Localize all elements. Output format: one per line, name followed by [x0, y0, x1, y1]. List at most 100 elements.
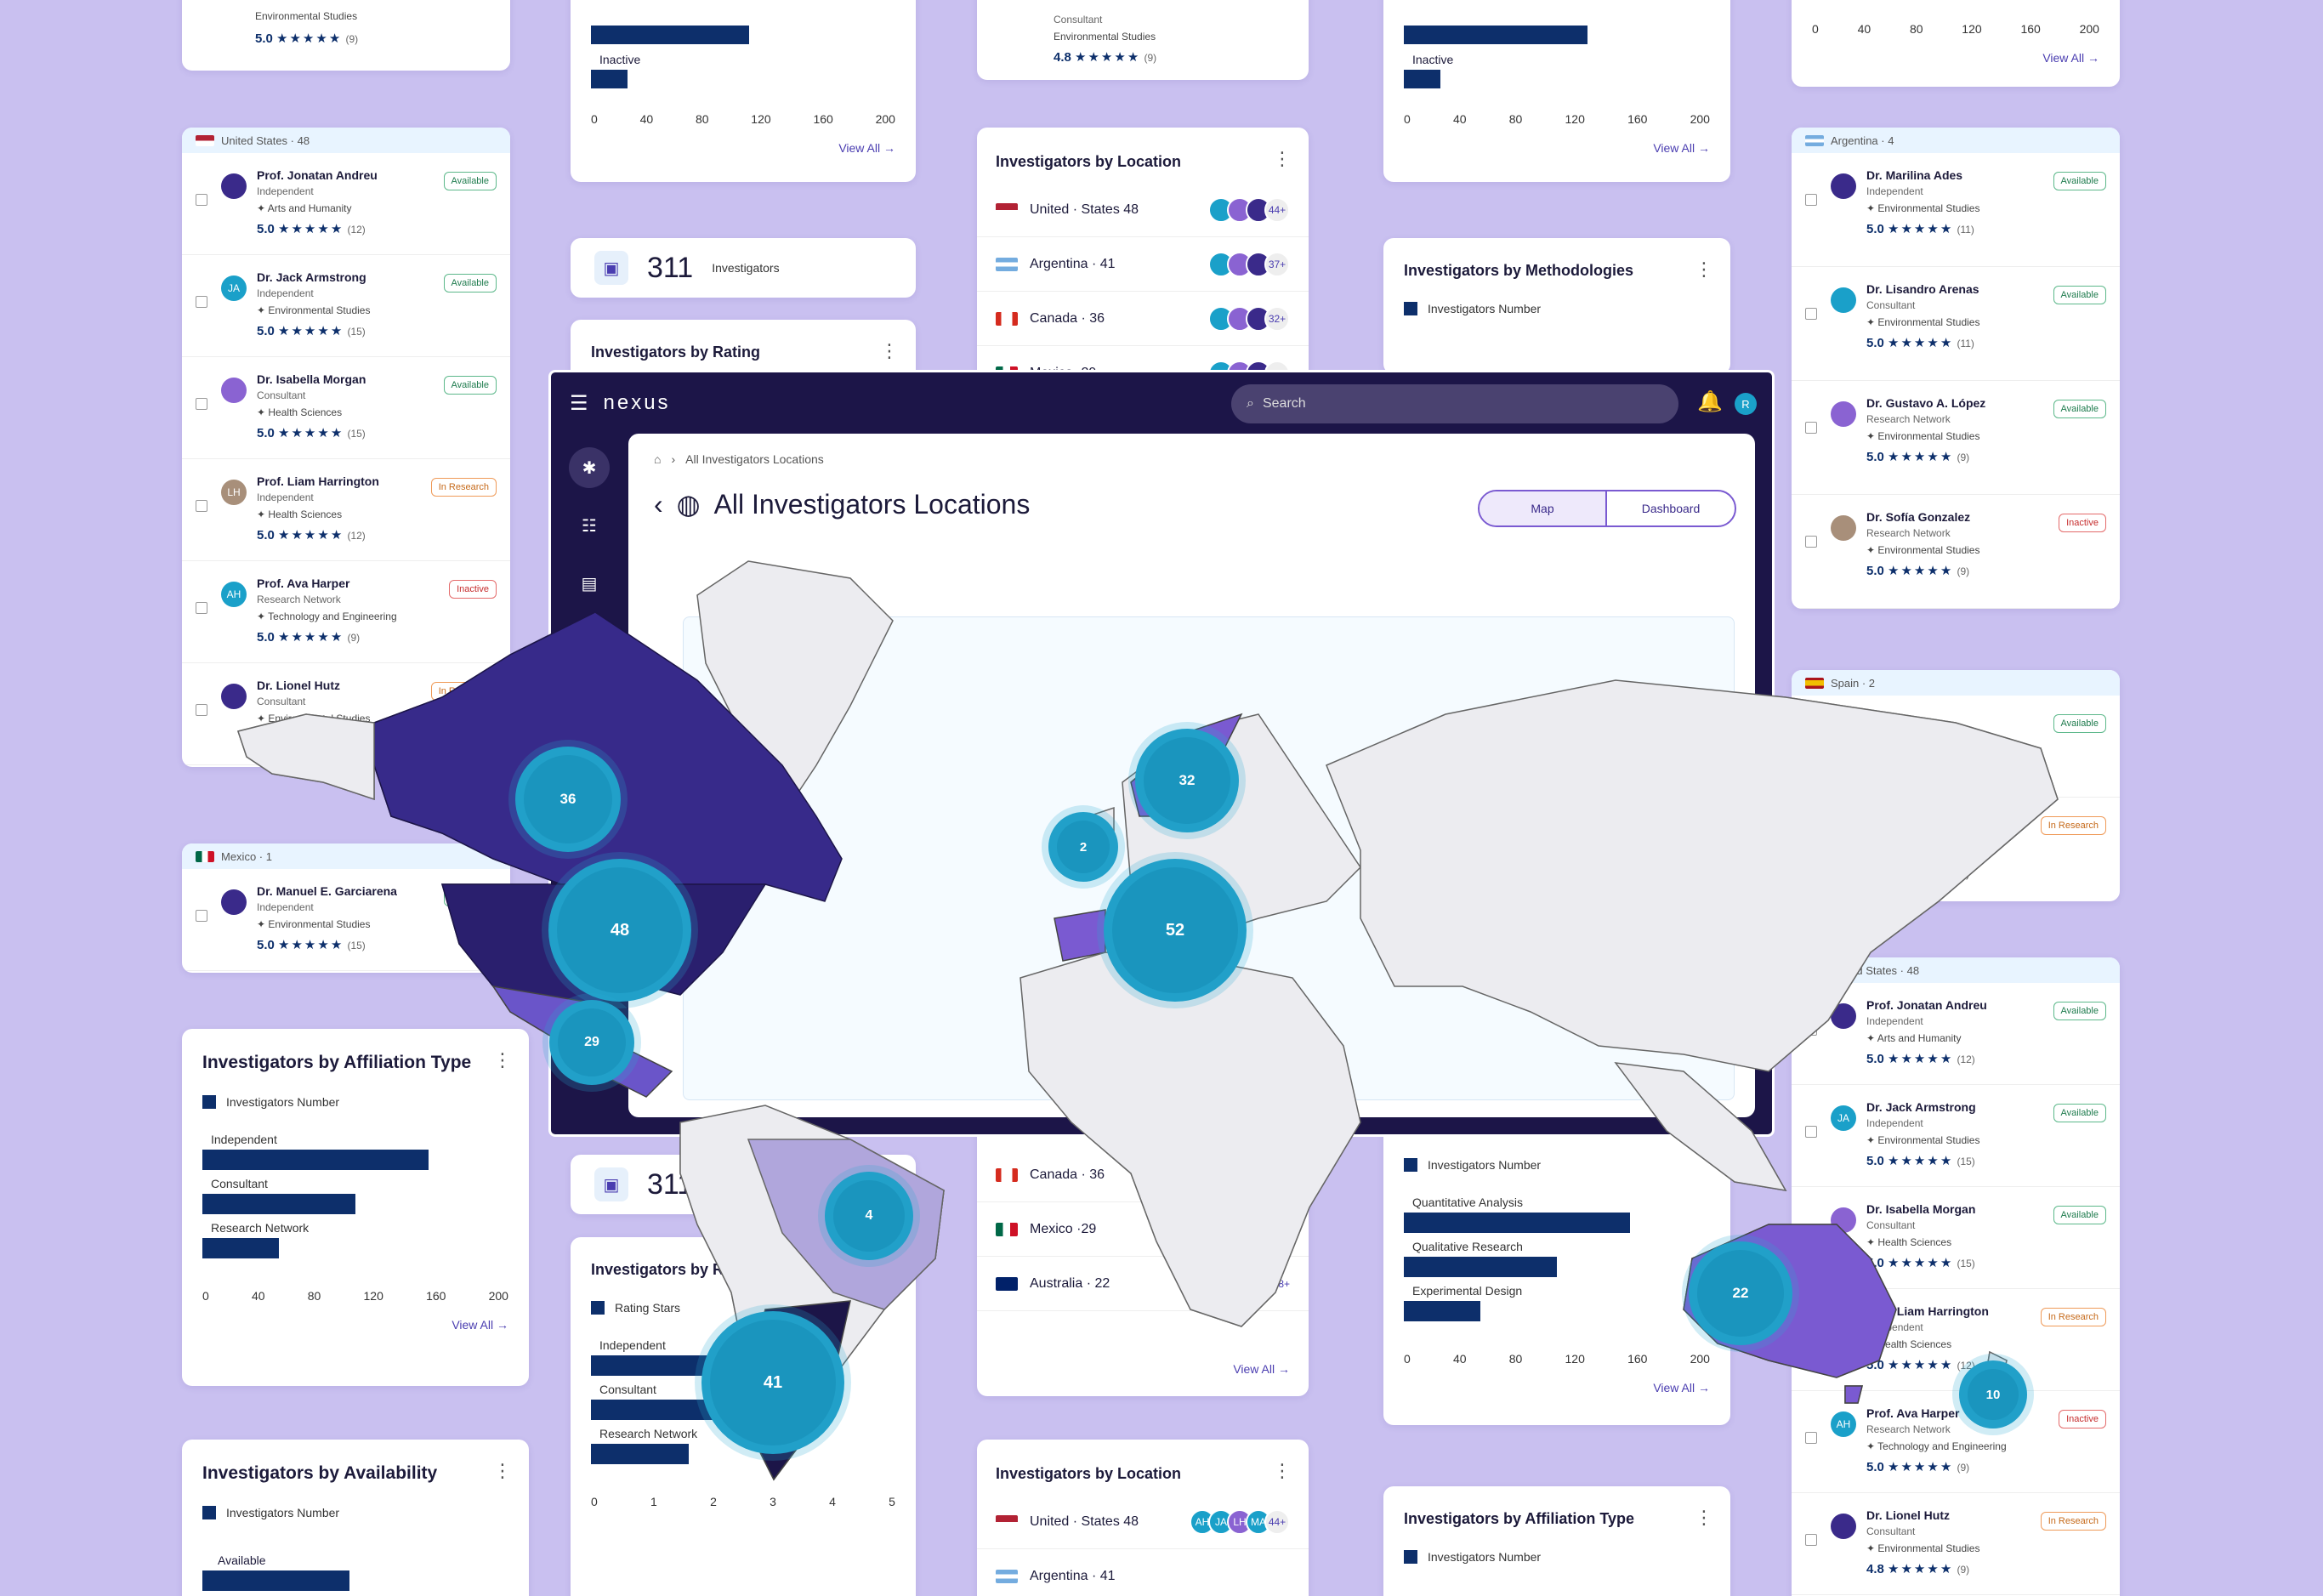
cluster-marker[interactable]: 2: [1048, 812, 1118, 882]
row-checkbox[interactable]: [1805, 736, 1817, 748]
search-input[interactable]: ⌕ Search: [1231, 384, 1678, 423]
cluster-marker[interactable]: 32: [1135, 729, 1239, 832]
row-checkbox[interactable]: [1805, 1126, 1817, 1138]
investigator-row[interactable]: JA Dr. Jack Armstrong Independent ✦ Environ…: [182, 255, 510, 357]
location-row[interactable]: Argentina · 41: [977, 1549, 1309, 1596]
location-row[interactable]: Mexico ·29: [977, 1202, 1309, 1257]
more-options-icon[interactable]: ⋮: [493, 1460, 512, 1481]
row-checkbox[interactable]: [1805, 1330, 1817, 1342]
more-options-icon[interactable]: ⋮: [493, 1049, 512, 1071]
location-row[interactable]: United · States 48 AH JA LH MA 44+: [977, 1495, 1309, 1549]
home-icon[interactable]: ⌂: [654, 452, 662, 466]
row-checkbox[interactable]: [196, 704, 207, 716]
cluster-marker[interactable]: 22: [1689, 1241, 1792, 1345]
list-header: Argentina · 4: [1792, 128, 2120, 153]
sidebar-item-map[interactable]: ✱: [569, 447, 610, 488]
cluster-marker[interactable]: 52: [1104, 859, 1247, 1002]
investigator-row[interactable]: JA Dr. Jack Armstrong Independent ✦ Environ…: [1792, 1085, 2120, 1187]
row-checkbox[interactable]: [196, 910, 207, 922]
row-checkbox[interactable]: [1805, 194, 1817, 206]
map-frame[interactable]: [683, 616, 1735, 1100]
investigator-row[interactable]: Dr. Gustavo A. López Research Network ✦ En…: [1792, 381, 2120, 495]
investigator-row[interactable]: Dr. Jazmín G. Santagracia Consultant Env…: [1792, 798, 2120, 900]
chevron-right-icon: ›: [671, 452, 676, 466]
cluster-marker[interactable]: 36: [515, 747, 621, 852]
more-options-icon[interactable]: ⋮: [1695, 1507, 1713, 1528]
location-row[interactable]: Canada · 36: [977, 1148, 1309, 1202]
row-checkbox[interactable]: [196, 194, 207, 206]
row-checkbox[interactable]: [1805, 422, 1817, 434]
view-all-link[interactable]: View All →: [2042, 51, 2099, 65]
view-all-link[interactable]: View All →: [1653, 141, 1710, 155]
investigator-name: Dr. Marilina Ades: [1866, 168, 1963, 182]
view-all-link[interactable]: View All →: [1233, 1362, 1290, 1376]
investigator-row[interactable]: LH Prof. Liam Harrington Independent ✦ Heal…: [182, 459, 510, 561]
area: ✦ Health Sciences: [257, 406, 343, 418]
bar: [1404, 1301, 1480, 1321]
area-label: Environmental Studies: [1054, 31, 1156, 43]
investigator-list-es: Spain · 2 Available Dr. Jazmín G. Santag…: [1792, 670, 2120, 901]
cluster-marker[interactable]: 29: [549, 1000, 634, 1085]
sidebar-item-document[interactable]: ▤: [569, 563, 610, 604]
location-row[interactable]: Canada · 36 32+: [977, 292, 1309, 346]
back-arrow-icon[interactable]: ‹: [654, 488, 663, 520]
row-checkbox[interactable]: [196, 296, 207, 308]
row-checkbox[interactable]: [1805, 838, 1817, 850]
investigator-row[interactable]: Dr. Lionel Hutz Consultant ✦ Environmental…: [1792, 1493, 2120, 1595]
investigator-row[interactable]: LH Prof. Liam Harrington Independent ✦ Heal…: [1792, 1289, 2120, 1391]
sidebar-item-list[interactable]: ☷: [569, 505, 610, 546]
more-options-icon[interactable]: ⋮: [1695, 258, 1713, 280]
view-all-link[interactable]: View All →: [1653, 1381, 1710, 1394]
row-checkbox[interactable]: [1805, 536, 1817, 548]
investigator-row[interactable]: Dr. Marilina Ades Independent ✦ Environmen…: [1792, 153, 2120, 267]
investigator-row[interactable]: AH Prof. Ava Harper Research Network ✦ Tech…: [1792, 1391, 2120, 1493]
investigator-row[interactable]: Dr. Manuel E. Garciarena Independent ✦ Env…: [182, 869, 510, 971]
location-row[interactable]: Argentina · 41 37+: [977, 237, 1309, 292]
investigator-row[interactable]: AH Prof. Ava Harper Research Network ✦ Tech…: [182, 561, 510, 663]
investigator-row[interactable]: Dr. Lisandro Arenas Consultant ✦ Environme…: [1792, 267, 2120, 381]
australia-flag-icon: [996, 1276, 1018, 1291]
brand-logo: nexus: [603, 391, 671, 414]
bar: [591, 70, 628, 88]
bar-row: Independent: [202, 1133, 508, 1177]
affiliation: Research Network: [1866, 527, 1951, 539]
tab-map[interactable]: Map: [1480, 491, 1607, 525]
location-row[interactable]: Australia · 22 8+: [977, 1257, 1309, 1311]
cluster-marker[interactable]: 4: [825, 1172, 913, 1260]
breadcrumb: ⌂ › All Investigators Locations: [654, 452, 824, 466]
view-all-link[interactable]: View All →: [838, 141, 895, 155]
investigator-row[interactable]: Dr. Isabella Morgan Consultant ✦ Health Sc…: [182, 357, 510, 459]
bar-row: Consultant: [202, 1177, 508, 1221]
top-bar: ☰ nexus ⌕ Search 🔔 R: [551, 372, 1772, 434]
cluster-marker[interactable]: 48: [548, 859, 691, 1002]
row-checkbox[interactable]: [196, 500, 207, 512]
row-checkbox[interactable]: [1805, 1432, 1817, 1444]
list-icon: ☷: [582, 516, 597, 536]
row-checkbox[interactable]: [1805, 1534, 1817, 1546]
cluster-marker[interactable]: 41: [701, 1311, 844, 1454]
notification-bell-icon[interactable]: 🔔: [1697, 390, 1723, 413]
investigator-row[interactable]: Dr. Lionel Hutz Consultant ✦ Environmental…: [182, 663, 510, 765]
tab-dashboard[interactable]: Dashboard: [1641, 502, 1701, 515]
avatar-group: 37+: [1208, 251, 1290, 277]
row-checkbox[interactable]: [196, 398, 207, 410]
row-checkbox[interactable]: [1805, 1228, 1817, 1240]
view-all-link[interactable]: View All →: [452, 1318, 508, 1332]
investigator-row[interactable]: Available: [1792, 696, 2120, 798]
investigator-row[interactable]: Dr. Sofía Gonzalez Research Network ✦ Envi…: [1792, 495, 2120, 609]
status-badge: Available: [443, 888, 497, 906]
more-options-icon[interactable]: ⋮: [880, 340, 899, 361]
location-row[interactable]: United · States 48 44+: [977, 183, 1309, 237]
row-checkbox[interactable]: [196, 602, 207, 614]
cluster-marker[interactable]: 10: [1959, 1360, 2027, 1428]
availability-chart-card: Investigators by Availability ⋮ Investig…: [182, 1440, 529, 1596]
investigator-row[interactable]: Dr. Isabella Morgan Consultant ✦ Health Sc…: [1792, 1187, 2120, 1289]
investigator-row[interactable]: Prof. Jonatan Andreu Independent ✦ Arts an…: [1792, 983, 2120, 1085]
more-options-icon[interactable]: ⋮: [1273, 148, 1292, 169]
row-checkbox[interactable]: [1805, 1024, 1817, 1036]
menu-icon[interactable]: ☰: [570, 391, 588, 415]
investigator-row[interactable]: Prof. Jonatan Andreu Independent ✦ Arts an…: [182, 153, 510, 255]
more-options-icon[interactable]: ⋮: [1273, 1460, 1292, 1481]
row-checkbox[interactable]: [1805, 308, 1817, 320]
user-avatar[interactable]: R: [1735, 393, 1757, 415]
